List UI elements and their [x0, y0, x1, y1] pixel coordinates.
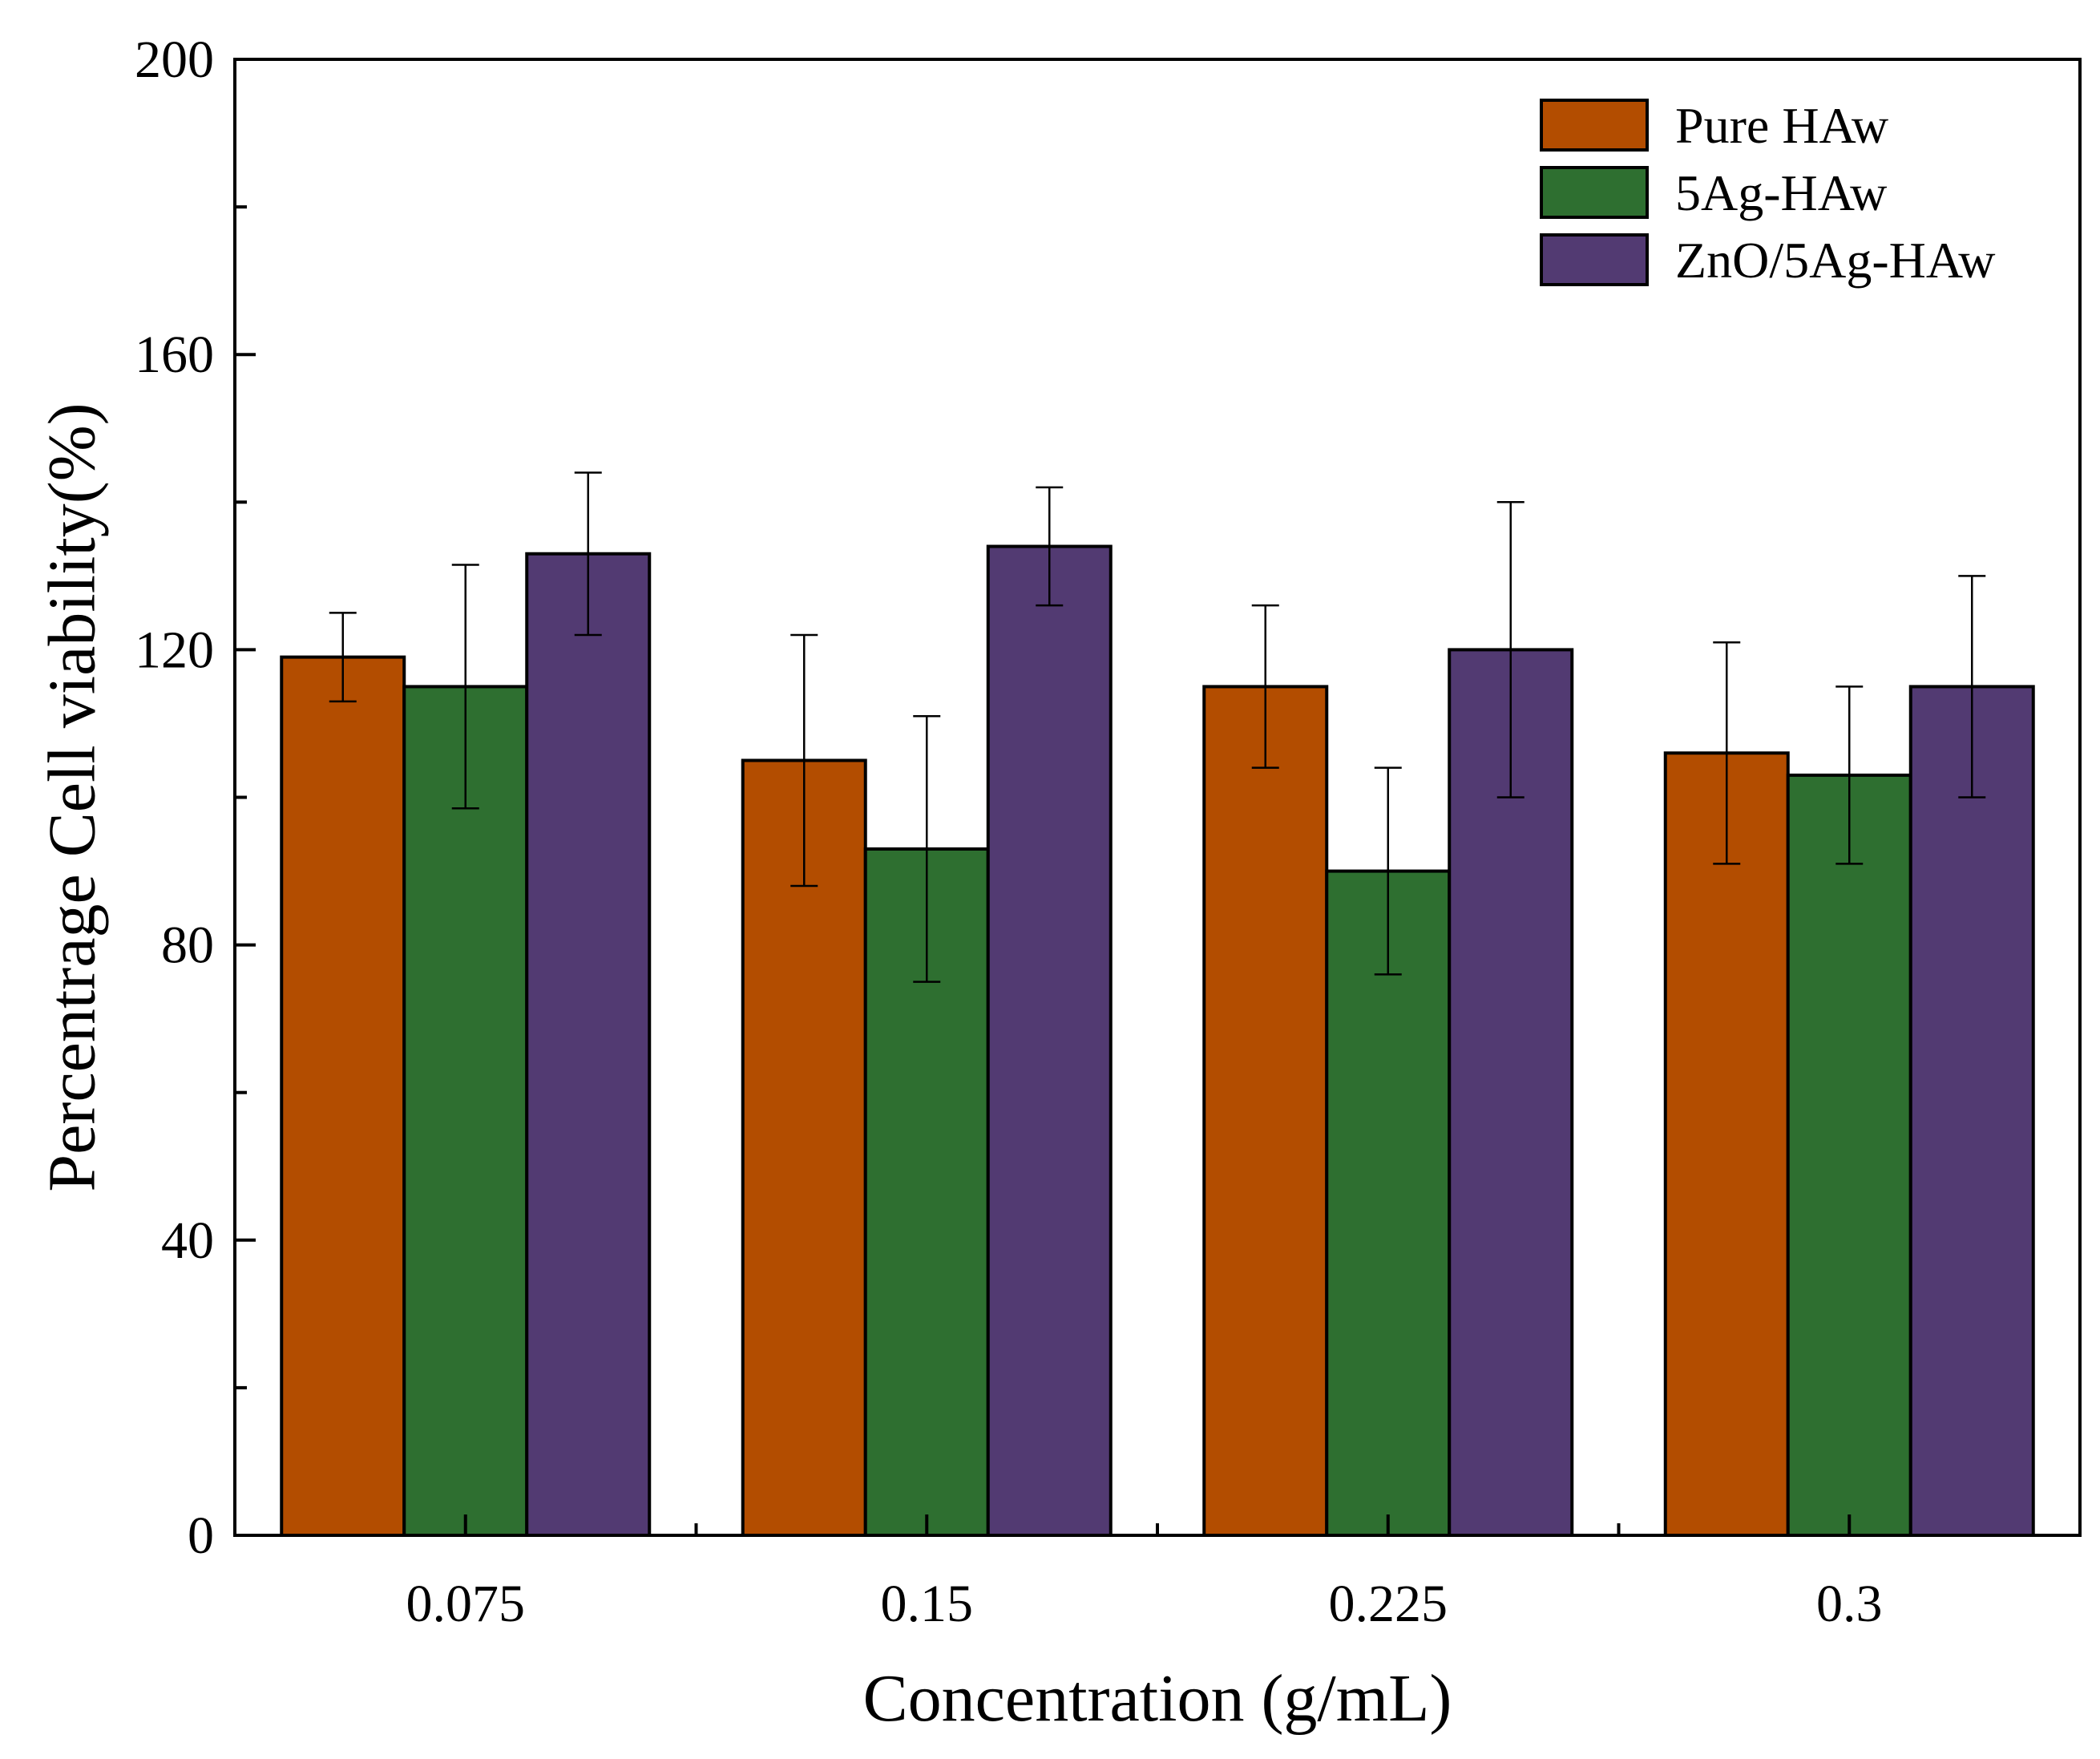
bars-layer — [280, 544, 2035, 1538]
bar-pure-haw-0.3 — [1663, 751, 1790, 1537]
y-tick-label: 80 — [161, 916, 214, 975]
legend-label: Pure HAw — [1675, 97, 1888, 154]
legend-swatch-zno-5ag-haw — [1540, 233, 1649, 286]
bar-pure-haw-0.225 — [1202, 685, 1329, 1537]
x-tick-label: 0.3 — [1816, 1575, 1883, 1633]
bar-pure-haw-0.15 — [741, 758, 867, 1537]
bar-zno-5ag-haw-0.3 — [1908, 685, 2035, 1537]
legend: Pure HAw 5Ag-HAw ZnO/5Ag-HAw — [1540, 97, 1995, 289]
bar-5ag-haw-0.075 — [402, 685, 529, 1537]
y-axis-title: Percentrage Cell viability(%) — [34, 402, 109, 1191]
y-tick-label: 120 — [135, 621, 214, 679]
bar-zno-5ag-haw-0.15 — [986, 544, 1113, 1537]
y-tick-label: 0 — [188, 1506, 214, 1565]
y-tick-label: 200 — [135, 30, 214, 89]
legend-swatch-5ag-haw — [1540, 166, 1649, 219]
error-bars-layer — [329, 471, 1986, 983]
y-tick-label: 160 — [135, 326, 214, 384]
x-axis-title: Concentration (g/mL) — [863, 1661, 1452, 1736]
bar-5ag-haw-0.3 — [1786, 773, 1912, 1537]
legend-label: ZnO/5Ag-HAw — [1675, 232, 1995, 289]
legend-swatch-pure-haw — [1540, 99, 1649, 152]
x-tick-label: 0.225 — [1329, 1575, 1448, 1633]
y-tick-label: 40 — [161, 1211, 214, 1270]
bar-zno-5ag-haw-0.075 — [525, 552, 652, 1537]
bar-pure-haw-0.075 — [280, 655, 406, 1537]
x-tick-label: 0.15 — [881, 1575, 974, 1633]
axes-layer: 0 40 80 120 160 200 0.075 0.15 0.225 0.3 — [135, 30, 1883, 1633]
x-tick-label: 0.075 — [406, 1575, 526, 1633]
legend-label: 5Ag-HAw — [1675, 164, 1887, 221]
